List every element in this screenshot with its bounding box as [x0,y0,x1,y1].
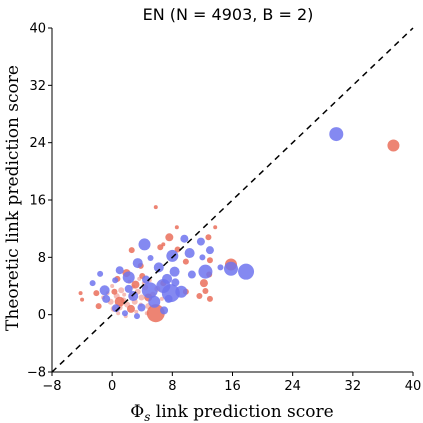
scatter-point [153,262,164,273]
scatter-point [122,292,127,297]
scatter-point [78,291,83,296]
scatter-point [187,270,196,279]
scatter-point [205,246,214,255]
y-tick-label: 24 [29,136,46,151]
scatter-point [141,282,158,299]
scatter-point [148,295,161,308]
scatter-point [199,254,206,261]
scatter-point [175,285,188,298]
scatter-point [146,304,165,323]
scatter-point [95,303,102,310]
scatter-point [162,273,173,284]
scatter-point [102,294,111,303]
y-axis-label: Theoretic link prediction score [3,65,23,331]
scatter-point [133,313,140,320]
x-tick-label: 8 [168,379,176,394]
scatter-point [153,205,158,210]
scatter-point [182,258,189,265]
scatter-point [97,270,104,277]
scatter-point [134,309,139,314]
scatter-point [238,263,255,280]
scatter-point [132,258,143,269]
scatter-point [217,264,224,271]
scatter-point [124,284,133,293]
scatter-point [111,288,118,295]
scatter-point [174,246,181,253]
scatter-point [126,304,135,313]
scatter-point [223,261,238,276]
reference-diagonal-line [51,27,414,373]
scatter-point [198,264,213,279]
scatter-point [161,242,166,247]
scatter-point [329,127,344,142]
scatter-point [202,288,209,295]
scatter-point [111,304,120,313]
y-tick-label: 16 [29,194,46,209]
scatter-point [160,306,169,315]
scatter-point [80,297,85,302]
scatter-point [171,278,180,287]
scatter-point [199,279,208,288]
y-tick-label: 32 [29,79,46,94]
y-axis-ticks: −8 0 8 16 24 32 40 [27,22,52,381]
scatter-point [122,271,135,284]
scatter-point [165,233,174,242]
scatter-point [387,139,400,152]
x-tick-label: −8 [42,379,61,394]
scatter-point [142,275,151,284]
scatter-point [213,225,218,230]
x-axis-label: Φs link prediction score [130,402,333,423]
scatter-point [93,290,100,297]
scatter-point [196,237,205,246]
scatter-point [184,248,195,259]
scatter-point [131,280,140,289]
scatter-point [138,238,151,251]
chart-title: EN (N = 4903, B = 2) [143,5,314,24]
scatter-point [169,266,180,277]
scatter-point [112,277,119,284]
scatter-point [174,225,179,230]
scatter-point [121,310,128,317]
scatter-point [206,257,213,264]
scatter-point [110,284,115,288]
x-tick-label: 40 [405,379,422,394]
scatter-point [147,255,154,262]
scatter-point [137,303,146,312]
scatter-point [114,296,125,307]
scatter-point [157,244,164,251]
scatter-point [164,294,173,303]
x-axis-ticks: −8 0 8 16 24 32 40 [42,372,421,394]
y-tick-label: −8 [27,366,46,381]
scatter-point [206,295,213,302]
x-tick-label: 32 [345,379,362,394]
scatter-point [205,234,212,241]
x-tick-label: 16 [224,379,241,394]
scatter-markers [78,127,400,323]
scatter-point [115,266,124,275]
y-tick-label: 40 [29,22,46,37]
x-tick-label: 0 [108,379,116,394]
scatter-point [180,234,189,243]
scatter-point [196,293,203,300]
scatter-point [99,285,110,296]
scatter-point [128,247,135,254]
scatter-point [138,294,145,301]
y-tick-label: 8 [38,251,46,266]
y-tick-label: 0 [38,308,46,323]
scatter-point [128,291,139,302]
scatter-point [89,280,96,287]
x-tick-label: 24 [284,379,301,394]
scatter-point [166,249,179,262]
scatter-point [159,296,164,301]
scatter-point [116,311,121,316]
scatter-point [118,287,125,294]
